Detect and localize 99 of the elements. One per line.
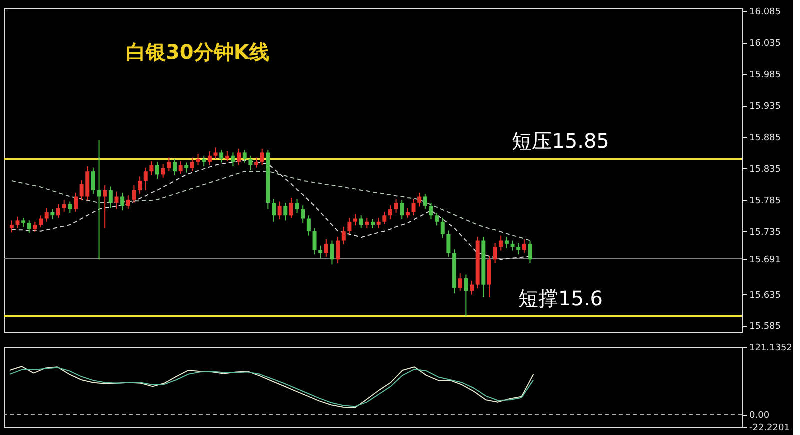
y-tick-label: 121.1352 xyxy=(750,344,792,354)
candlestick xyxy=(412,198,416,216)
candlestick xyxy=(248,155,253,171)
candlestick xyxy=(318,245,323,259)
candlestick xyxy=(284,202,288,222)
y-tick-label: 15.985 xyxy=(750,70,781,81)
candlestick xyxy=(510,240,515,252)
candlestick xyxy=(516,242,521,256)
ref-line-label: 短撑15.6 xyxy=(518,286,604,310)
candlestick xyxy=(225,150,230,162)
candlestick xyxy=(161,164,166,178)
candlestick xyxy=(289,197,294,219)
candlestick xyxy=(237,148,242,166)
candlestick xyxy=(108,186,113,209)
y-tick-label: 0.00 xyxy=(750,411,770,422)
candlestick xyxy=(348,218,352,235)
candlestick xyxy=(388,205,392,220)
y-tick-label: 15.691 xyxy=(750,256,781,266)
y-tick-label: 15.585 xyxy=(750,322,781,332)
candlestick xyxy=(138,176,142,195)
candlestick xyxy=(68,201,72,214)
candlestick xyxy=(406,208,410,219)
candlestick xyxy=(74,192,78,212)
y-tick-label: 15.785 xyxy=(750,196,781,206)
candlestick xyxy=(429,202,434,220)
candlestick xyxy=(295,198,300,214)
candlestick xyxy=(16,216,20,229)
candlestick xyxy=(56,204,61,219)
candlestick xyxy=(254,157,259,168)
candlestick xyxy=(359,215,364,229)
y-tick-label: 15.835 xyxy=(750,164,781,175)
candlestick xyxy=(50,208,55,220)
candlestick xyxy=(278,201,282,220)
candlestick xyxy=(167,157,172,172)
y-tick-label: 16.035 xyxy=(750,39,781,50)
candlestick xyxy=(103,184,108,229)
candlestick xyxy=(260,148,264,166)
candlestick xyxy=(464,274,468,317)
candlestick xyxy=(446,230,451,258)
candlestick xyxy=(172,158,177,176)
candlestick xyxy=(150,161,154,176)
candlestick xyxy=(418,192,422,208)
candlestick xyxy=(33,221,38,232)
y-tick-label: 15.935 xyxy=(750,102,781,112)
candlestick xyxy=(39,215,44,228)
candlestick xyxy=(120,192,125,212)
y-tick-label: 15.885 xyxy=(750,133,781,144)
line-series xyxy=(11,171,531,242)
candlestick xyxy=(376,218,381,229)
candlestick xyxy=(202,155,206,168)
candlestick xyxy=(272,198,276,222)
candlestick xyxy=(336,236,340,264)
candlestick xyxy=(306,215,311,236)
candlestick xyxy=(330,240,334,266)
candlestick xyxy=(214,147,218,160)
candlestick xyxy=(458,272,462,292)
candlestick xyxy=(220,150,224,164)
candlestick xyxy=(324,239,328,258)
candlestick xyxy=(196,153,200,166)
y-tick-label: 16.085 xyxy=(750,8,781,18)
candlestick xyxy=(91,167,96,195)
candlestick xyxy=(242,150,247,164)
candlestick xyxy=(522,239,526,254)
text: 白银30分钟K线 xyxy=(126,40,270,64)
candlestick xyxy=(231,152,236,168)
y-tick-label: -22.2201 xyxy=(750,424,790,434)
candlestick xyxy=(499,235,504,252)
candlestick xyxy=(10,220,14,234)
candlestick xyxy=(178,161,183,175)
y-tick-label: 15.635 xyxy=(750,290,781,301)
candlestick xyxy=(394,198,398,214)
candlestick xyxy=(190,157,194,172)
candlestick xyxy=(493,242,498,264)
candlestick xyxy=(126,194,130,210)
candlestick xyxy=(312,228,317,256)
candlestick xyxy=(27,220,32,234)
candlestick xyxy=(208,150,212,166)
candlestick xyxy=(97,140,102,260)
candlestick xyxy=(423,194,428,210)
candlestick xyxy=(144,167,148,191)
candlestick xyxy=(114,191,119,210)
candlestick xyxy=(354,214,358,226)
candlestick xyxy=(528,240,532,264)
candlestick xyxy=(470,280,474,296)
ref-line-label: 短压15.85 xyxy=(512,128,610,153)
candlestick xyxy=(44,208,49,222)
candlestick xyxy=(62,199,66,212)
candlestick xyxy=(365,218,370,229)
y-tick-label: 15.735 xyxy=(750,228,781,238)
candlestick xyxy=(440,218,445,239)
candlestick xyxy=(400,200,404,220)
candlestick xyxy=(301,205,306,224)
candlestick xyxy=(382,211,387,225)
candlestick xyxy=(435,212,440,226)
candlestick xyxy=(156,162,160,180)
candlestick xyxy=(504,236,509,249)
candlestick xyxy=(132,184,136,204)
candlestick xyxy=(342,226,346,246)
candlestick xyxy=(184,162,189,174)
